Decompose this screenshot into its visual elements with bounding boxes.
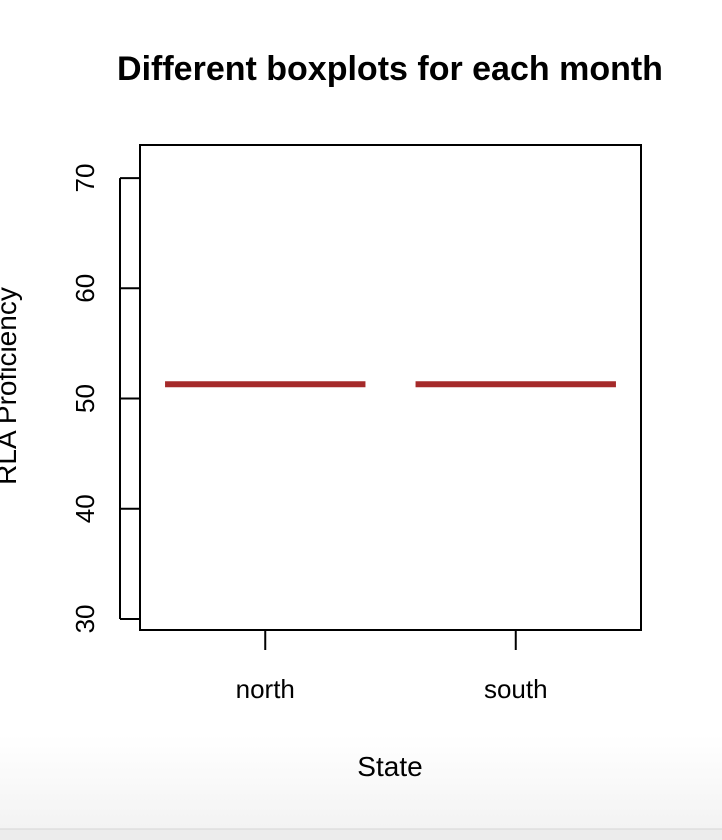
y-tick-label: 40 <box>70 494 100 523</box>
y-axis-label: RLA Proficiency <box>0 287 22 485</box>
plot-frame <box>139 144 642 631</box>
y-tick-label: 30 <box>70 605 100 634</box>
y-tick-label: 60 <box>70 274 100 303</box>
x-tick-label: south <box>484 674 548 704</box>
x-axis: north south <box>236 630 548 704</box>
y-tick-label: 50 <box>70 384 100 413</box>
y-axis: 30 40 50 60 70 <box>70 164 140 634</box>
y-tick-label: 70 <box>70 164 100 193</box>
x-tick-label: north <box>236 674 295 704</box>
chart-title: Different boxplots for each month <box>117 50 663 88</box>
x-axis-label: State <box>357 751 422 782</box>
